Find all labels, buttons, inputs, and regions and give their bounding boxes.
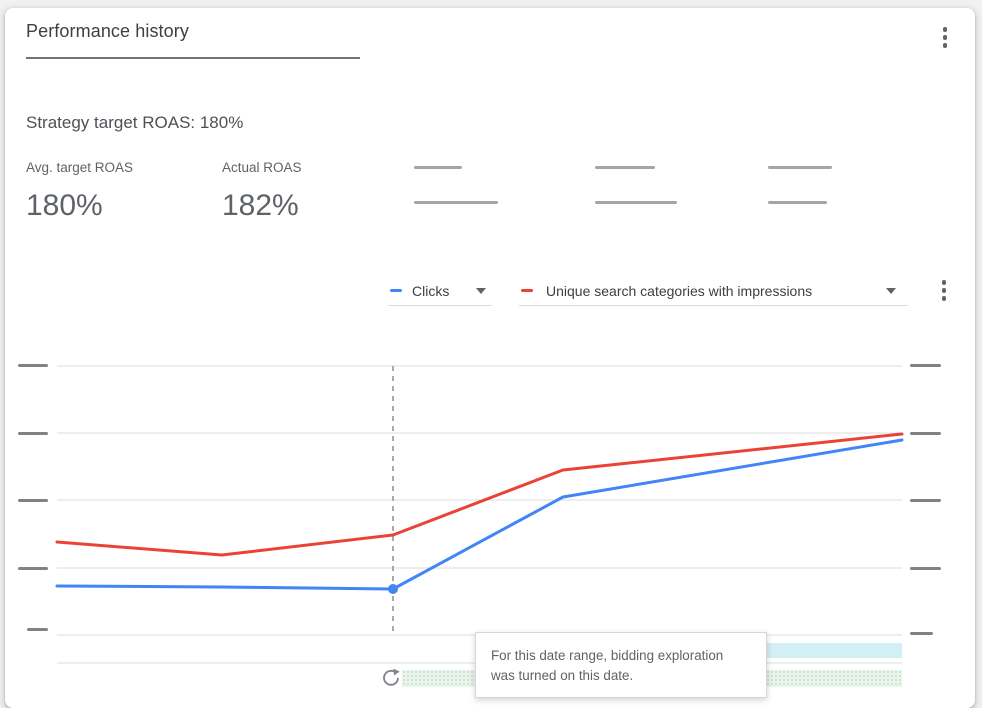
performance-chart (18, 364, 941, 664)
right-axis-tick-placeholder (910, 567, 941, 570)
metric-series-color-dash (521, 289, 533, 292)
actual-roas-value: 182% (222, 189, 299, 222)
chevron-down-icon (886, 287, 896, 294)
page-title: Performance history (26, 21, 189, 41)
stat-value-placeholder (768, 201, 827, 204)
chevron-down-icon (476, 287, 486, 294)
metric-series-select[interactable]: Unique search categories with impression… (519, 276, 908, 306)
avg-target-roas-value: 180% (26, 189, 103, 222)
right-axis-tick-placeholder (910, 632, 933, 635)
stat-value-placeholder (414, 201, 498, 204)
card-menu-button[interactable] (938, 25, 952, 50)
chart-menu-button[interactable] (937, 278, 951, 303)
actual-roas-label: Actual ROAS (222, 160, 302, 175)
series-line-unique-search-categories (55, 432, 904, 557)
right-axis-tick-placeholder (910, 432, 941, 435)
left-axis-tick-placeholder (27, 628, 48, 631)
selected-point-dot (388, 584, 398, 594)
performance-history-card: Performance history Strategy target ROAS… (5, 8, 975, 708)
metric-series-label: Unique search categories with impression… (546, 282, 813, 299)
refresh-icon (383, 668, 400, 686)
tooltip-text-line-1: For this date range, bidding exploration (491, 648, 724, 663)
bidding-exploration-tooltip: For this date range, bidding exploration… (475, 632, 767, 698)
left-axis-tick-placeholder (18, 364, 48, 367)
stat-label-placeholder (768, 166, 832, 169)
kebab-menu-icon (941, 280, 947, 285)
left-axis-tick-placeholder (18, 499, 48, 502)
avg-target-roas-label: Avg. target ROAS (26, 160, 134, 175)
stat-label-placeholder (414, 166, 462, 169)
right-axis-tick-placeholder (910, 499, 941, 502)
title-underline (26, 57, 360, 59)
kebab-menu-icon (942, 27, 948, 32)
clicks-series-label: Clicks (412, 282, 450, 299)
stat-label-placeholder (595, 166, 655, 169)
strategy-target-roas-text: Strategy target ROAS: 180% (26, 113, 244, 132)
right-axis-tick-placeholder (910, 364, 941, 367)
stat-value-placeholder (595, 201, 677, 204)
tooltip-text-line-2: was turned on this date. (491, 668, 634, 683)
left-axis-tick-placeholder (18, 432, 48, 435)
refresh-status (381, 668, 401, 688)
clicks-series-select[interactable]: Clicks (388, 276, 492, 306)
series-line-clicks (55, 438, 904, 591)
clicks-series-color-dash (390, 289, 402, 292)
left-axis-tick-placeholder (18, 567, 48, 570)
